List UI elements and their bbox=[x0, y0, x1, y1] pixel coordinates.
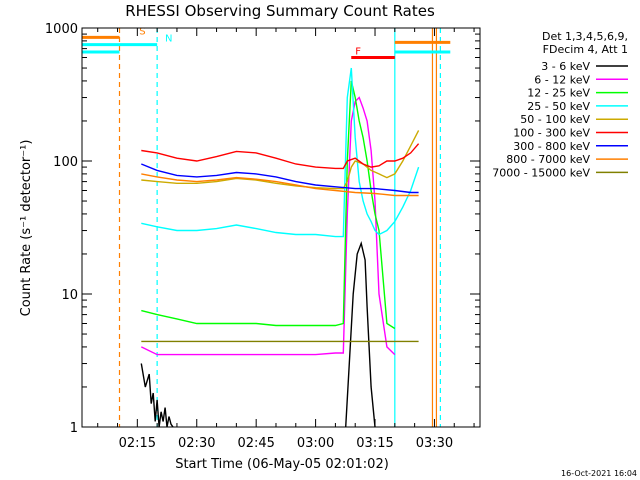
y-tick-label: 10 bbox=[61, 288, 78, 303]
x-tick-label: 02:45 bbox=[237, 436, 274, 451]
y-tick-label: 1000 bbox=[45, 22, 78, 37]
legend-entry-label: 3 - 6 keV bbox=[541, 60, 590, 73]
series-line-2 bbox=[140, 96, 396, 356]
plot-frame bbox=[81, 27, 481, 428]
y-axis-label: Count Rate (s⁻¹ detector⁻¹) bbox=[19, 140, 34, 317]
legend-entry-label: 12 - 25 keV bbox=[527, 87, 590, 100]
y-tick-label: 100 bbox=[53, 155, 78, 170]
legend-entry-label: 800 - 7000 keV bbox=[506, 153, 590, 166]
x-tick-label: 02:15 bbox=[119, 436, 156, 451]
series-line-6 bbox=[141, 143, 420, 170]
footer-timestamp: 16-Oct-2021 16:04 bbox=[561, 469, 637, 478]
series-line-3 bbox=[141, 80, 396, 330]
x-axis-ticks: 02:15 02:30 02:45 03:00 03:15 03:30 bbox=[97, 28, 475, 451]
annotation-label-S: S bbox=[139, 26, 145, 37]
legend-header-1: Det 1,3,4,5,6,9, bbox=[542, 30, 628, 43]
annotation-label-N: N bbox=[165, 34, 172, 45]
legend-entry-label: 25 - 50 keV bbox=[527, 100, 590, 113]
legend-entry-label: 50 - 100 keV bbox=[520, 113, 590, 126]
y-axis-ticks: 1 10 100 1000 bbox=[45, 22, 480, 436]
series-line-5 bbox=[141, 130, 420, 190]
x-tick-label: 02:30 bbox=[178, 436, 215, 451]
x-axis-label: Start Time (06-May-05 02:01:02) bbox=[175, 457, 389, 472]
x-tick-label: 03:15 bbox=[356, 436, 393, 451]
legend-header-2: FDecim 4, Att 1 bbox=[543, 43, 628, 56]
chart-title: RHESSI Observing Summary Count Rates bbox=[125, 2, 435, 20]
legend-entry-label: 100 - 300 keV bbox=[513, 127, 590, 140]
annotation-label-F: F bbox=[355, 47, 361, 58]
series-line-1-peak bbox=[345, 241, 376, 428]
y-tick-label: 1 bbox=[70, 421, 78, 436]
legend-entry-label: 7000 - 15000 keV bbox=[492, 166, 590, 179]
x-tick-label: 03:30 bbox=[416, 436, 453, 451]
series-line-4 bbox=[141, 67, 420, 238]
x-tick-label: 03:00 bbox=[297, 436, 334, 451]
series-line-8 bbox=[141, 173, 419, 197]
legend-entry-label: 300 - 800 keV bbox=[513, 140, 590, 153]
legend-entry-label: 6 - 12 keV bbox=[534, 73, 590, 86]
legend: Det 1,3,4,5,6,9, FDecim 4, Att 1 3 - 6 k… bbox=[492, 30, 628, 179]
plot-area: S N F bbox=[82, 26, 451, 428]
series-line-7 bbox=[141, 163, 419, 194]
